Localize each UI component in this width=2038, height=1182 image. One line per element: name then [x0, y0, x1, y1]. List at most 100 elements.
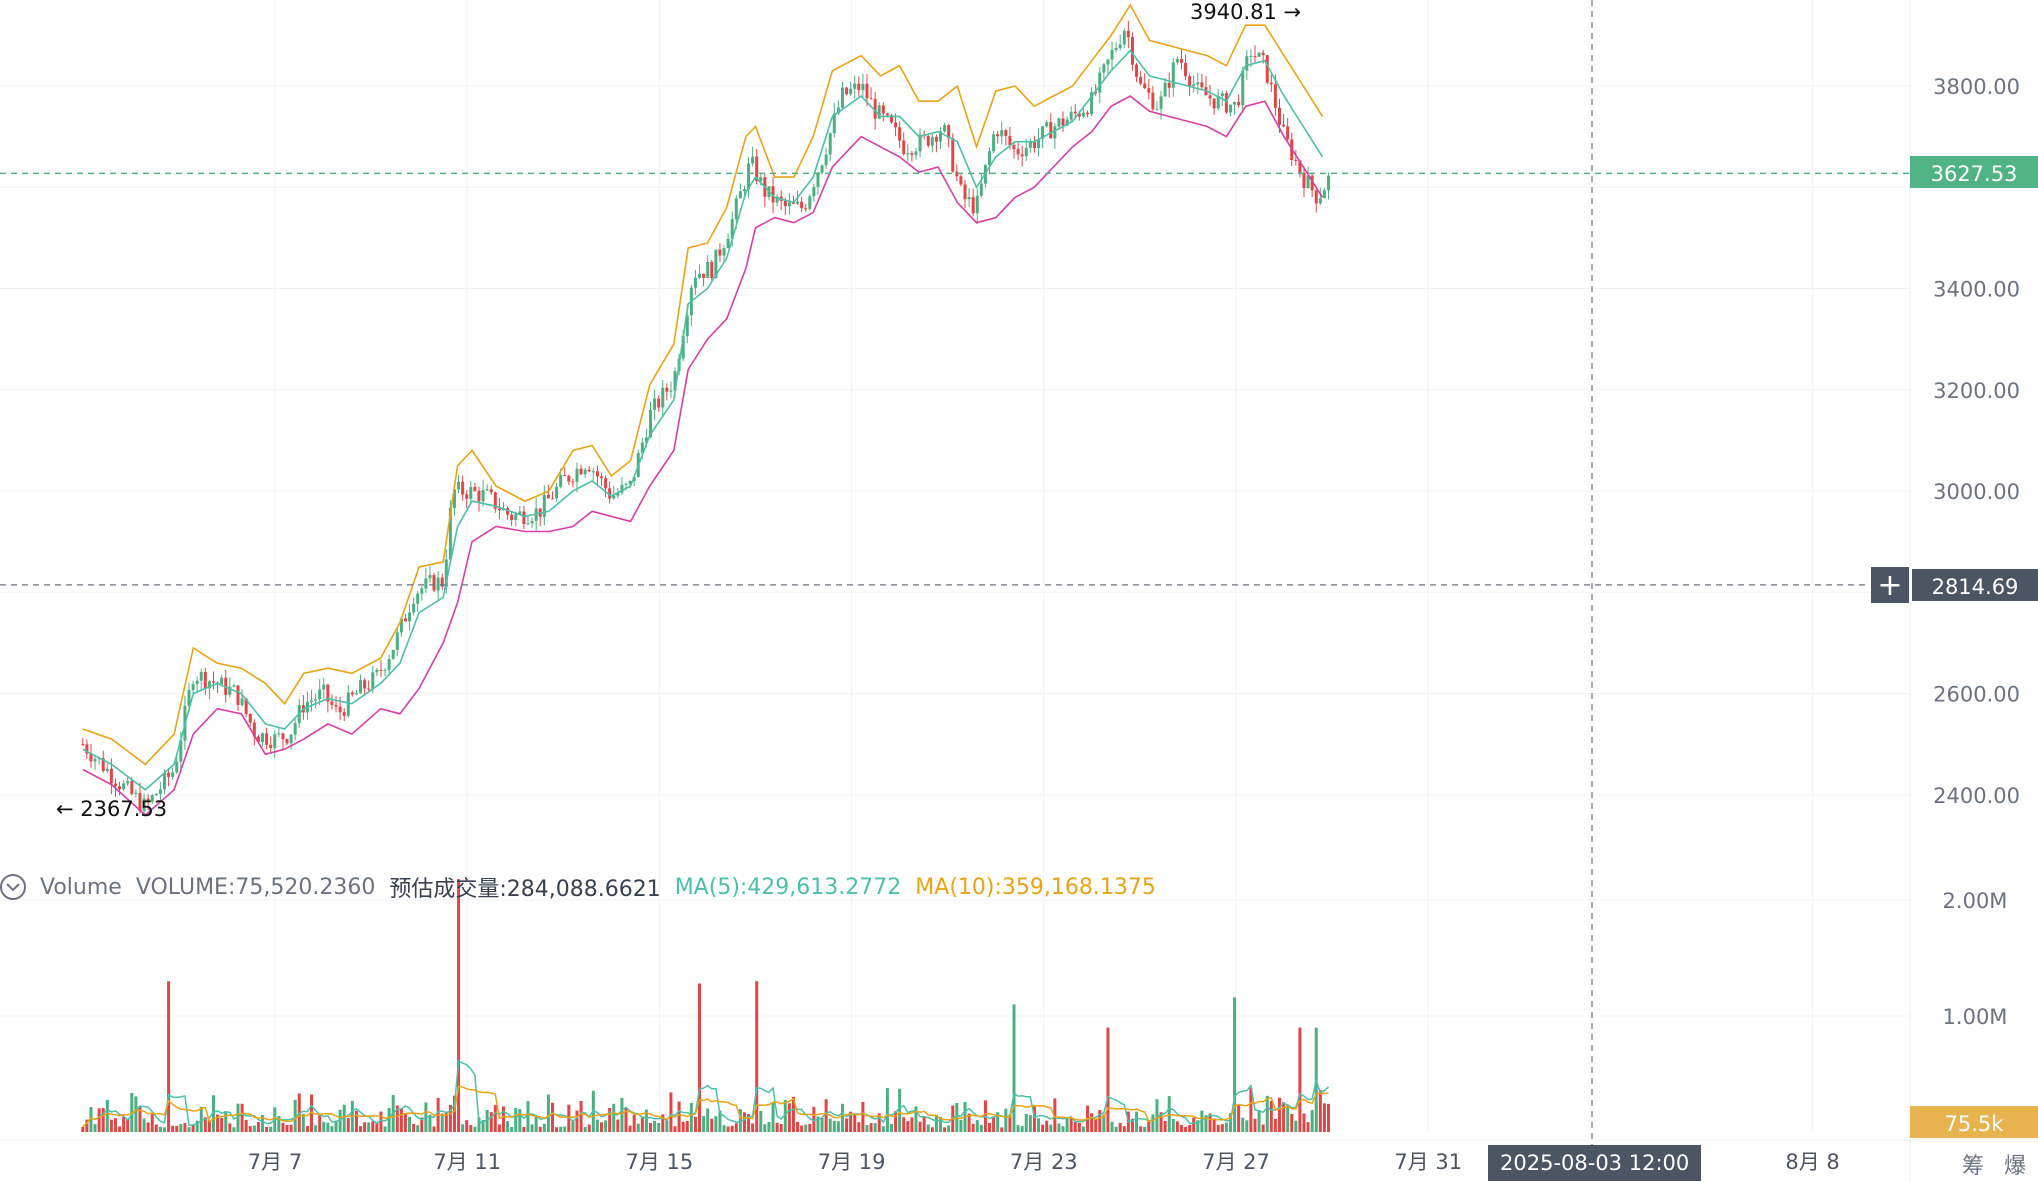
x-tick-label: 7月 31 — [1394, 1150, 1462, 1174]
volume-bar — [718, 1110, 722, 1132]
candle-body — [718, 249, 722, 256]
candle-body — [706, 262, 710, 278]
bollinger-upper-line — [82, 3, 1324, 766]
corner-b-label: 爆 — [2004, 1154, 2027, 1179]
ma10-value: MA(10):359,168.1375 — [915, 874, 1156, 900]
volume-last-tag: 75.5k — [1910, 1106, 2038, 1138]
candle-body — [248, 713, 252, 723]
volume-bar — [1326, 1103, 1330, 1132]
volume-bar — [244, 1119, 248, 1132]
candle-body — [1184, 62, 1188, 77]
volume-bar — [885, 1088, 889, 1132]
y-tick-label: 3200.00 — [1933, 379, 2020, 403]
candle-body — [930, 136, 934, 146]
candle-body — [820, 165, 824, 173]
candle-body — [845, 87, 849, 95]
volume-bar — [248, 1126, 252, 1132]
volume-bar — [742, 1112, 746, 1132]
candle-body — [146, 798, 150, 802]
volume-bar — [154, 1124, 158, 1132]
candle-body — [583, 469, 587, 475]
volume-bar — [126, 1118, 130, 1132]
candle-body — [436, 577, 440, 591]
volume-bar — [1122, 1126, 1126, 1132]
candle-body — [1041, 126, 1045, 139]
candle-body — [1208, 95, 1212, 99]
candle-body — [363, 680, 367, 689]
volume-bar — [546, 1094, 550, 1132]
candle-body — [710, 262, 714, 279]
candle-body — [963, 184, 967, 200]
candle-body — [89, 753, 93, 762]
candle-body — [220, 677, 224, 685]
volume-bar — [81, 1126, 85, 1132]
volume-bar — [1106, 1027, 1110, 1132]
volume-bar — [1118, 1122, 1122, 1132]
volume-bar — [1069, 1118, 1073, 1132]
add-alert-button[interactable]: + — [1871, 567, 1909, 603]
volume-bar — [510, 1126, 514, 1132]
volume-bar — [477, 1117, 481, 1132]
candle-body — [232, 685, 236, 687]
candle-body — [730, 219, 734, 239]
candle-body — [853, 83, 857, 89]
volume-bar — [889, 1123, 893, 1132]
candle-body — [836, 107, 840, 114]
volume-bar — [681, 1121, 685, 1132]
candle-body — [934, 136, 938, 142]
candle-body — [162, 772, 166, 790]
candle-body — [371, 672, 375, 689]
volume-bar — [224, 1111, 228, 1132]
candle-body — [420, 588, 424, 594]
y-tick-label: 3400.00 — [1933, 278, 2020, 302]
candle-body — [318, 689, 322, 700]
corner-icon-a[interactable]: 筹 — [1962, 1148, 1984, 1180]
candle-body — [481, 490, 485, 502]
candle-body — [787, 202, 791, 207]
volume-bar — [689, 1102, 693, 1132]
candle-body — [412, 603, 416, 613]
corner-icon-b[interactable]: 爆 — [2004, 1148, 2026, 1180]
volume-bar — [314, 1125, 318, 1132]
candle-body — [608, 488, 612, 499]
volume-bar — [187, 1127, 191, 1132]
volume-bar — [1037, 1118, 1041, 1132]
candle-body — [1130, 37, 1134, 65]
volume-bar — [1233, 997, 1237, 1132]
volume-bar — [367, 1122, 371, 1132]
candle-body — [1147, 88, 1151, 93]
candle-body — [269, 744, 273, 748]
candle-body — [1241, 70, 1245, 106]
volume-bar — [109, 1119, 113, 1132]
candle-body — [649, 409, 653, 438]
candle-body — [1265, 55, 1269, 83]
volume-bar — [906, 1121, 910, 1132]
volume-bar — [796, 1121, 800, 1132]
volume-bar — [158, 1126, 162, 1132]
volume-bar — [926, 1124, 930, 1132]
volume-bar — [1310, 1110, 1314, 1132]
candle-body — [685, 315, 689, 337]
chevron-down-icon[interactable] — [0, 874, 26, 900]
candle-body — [383, 669, 387, 671]
candle-body — [93, 758, 97, 762]
candle-body — [975, 195, 979, 214]
candle-body — [105, 768, 109, 772]
crosshair-date-tag: 2025-08-03 12:00 — [1488, 1145, 1702, 1181]
volume-bar — [575, 1110, 579, 1132]
candle-body — [473, 487, 477, 491]
volume-bar — [122, 1117, 126, 1132]
volume-bar — [800, 1125, 804, 1132]
volume-bar — [518, 1109, 522, 1132]
volume-bar — [1159, 1112, 1163, 1132]
volume-bar — [669, 1092, 673, 1132]
candle-body — [1020, 154, 1024, 157]
volume-bar — [261, 1115, 265, 1132]
candle-body — [424, 578, 428, 589]
volume-bar — [943, 1127, 947, 1132]
volume-bar — [1286, 1104, 1290, 1132]
candle-body — [1000, 130, 1004, 137]
volume-bar — [1073, 1122, 1077, 1132]
volume-bar — [538, 1126, 542, 1132]
